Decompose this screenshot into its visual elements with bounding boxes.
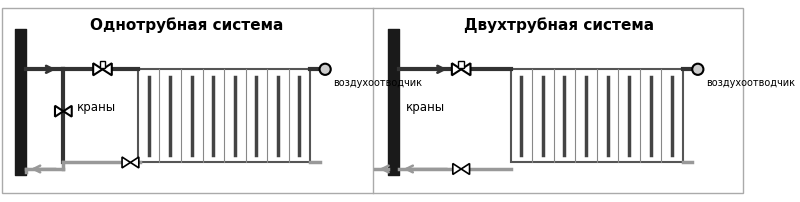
Bar xyxy=(100,62,106,69)
Text: краны: краны xyxy=(406,101,446,114)
Polygon shape xyxy=(130,157,139,168)
Polygon shape xyxy=(63,106,72,117)
Polygon shape xyxy=(453,164,461,175)
Text: воздухоотводчик: воздухоотводчик xyxy=(706,78,795,88)
Polygon shape xyxy=(452,64,461,76)
Text: Двухтрубная система: Двухтрубная система xyxy=(464,17,654,33)
Circle shape xyxy=(692,64,703,76)
Polygon shape xyxy=(102,64,112,76)
Polygon shape xyxy=(93,64,102,76)
Polygon shape xyxy=(55,106,63,117)
Polygon shape xyxy=(461,164,470,175)
Bar xyxy=(138,70,310,163)
Circle shape xyxy=(319,64,330,76)
Text: воздухоотводчик: воздухоотводчик xyxy=(334,78,422,88)
Polygon shape xyxy=(461,64,470,76)
Bar xyxy=(458,62,464,69)
Bar xyxy=(510,70,683,163)
Text: краны: краны xyxy=(76,101,115,114)
Polygon shape xyxy=(122,157,130,168)
Text: Однотрубная система: Однотрубная система xyxy=(90,17,283,33)
